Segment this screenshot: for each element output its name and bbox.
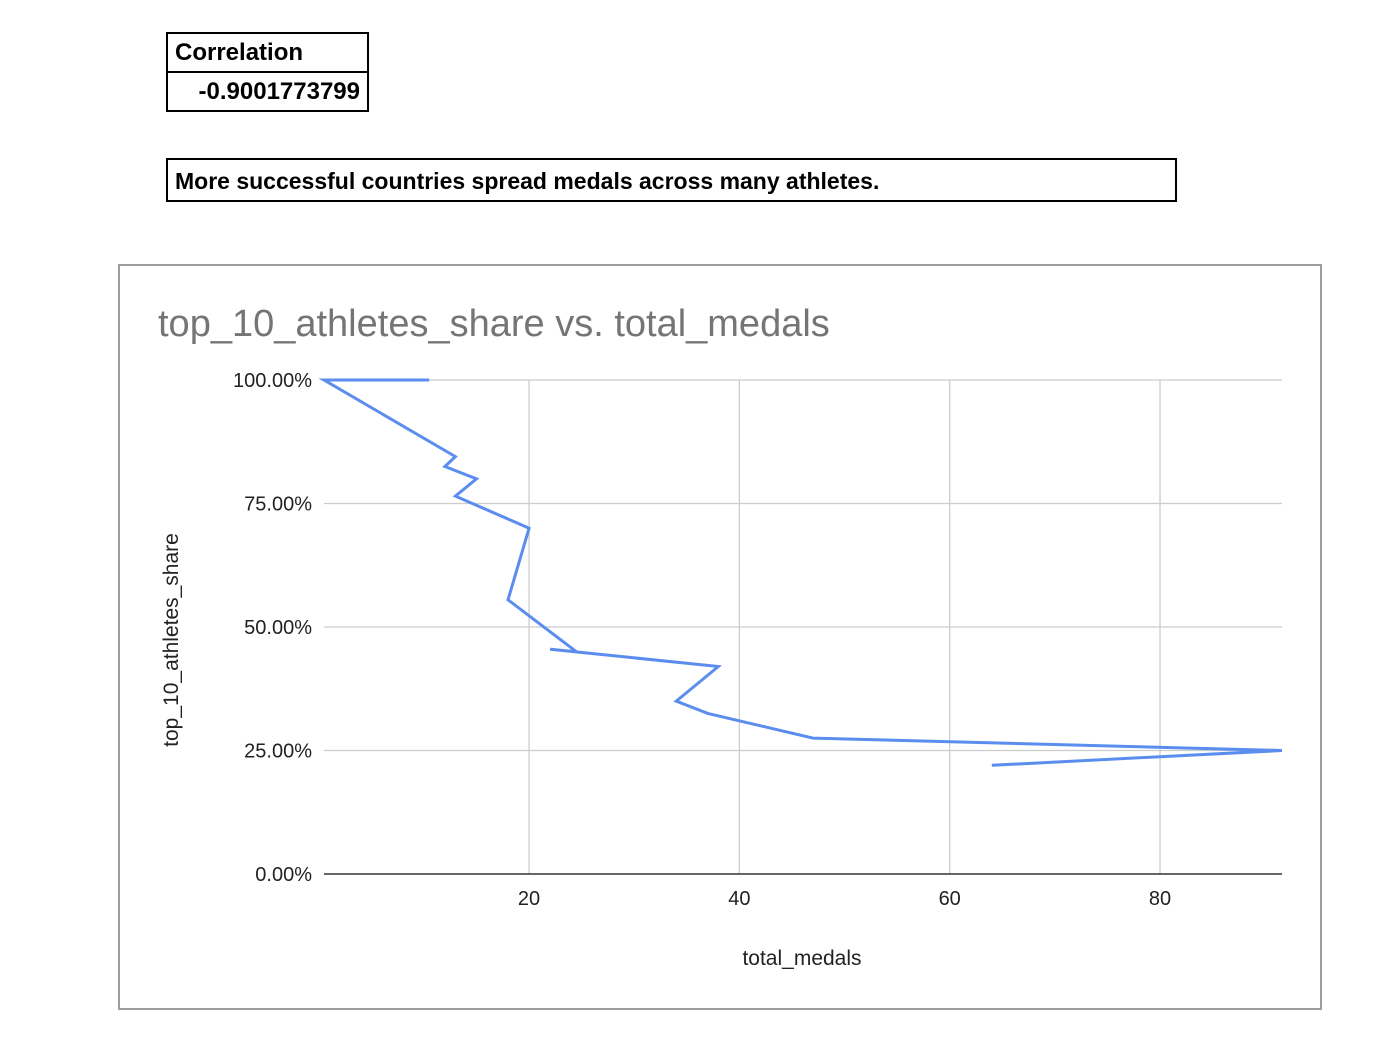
x-tick-label: 20 <box>518 888 540 910</box>
chart-title: top_10_athletes_share vs. total_medals <box>158 303 830 345</box>
correlation-header: Correlation <box>166 32 369 73</box>
tick-labels: 0.00% 25.00% 50.00% 75.00% 100.00% 20 40 60 80 <box>233 370 1171 910</box>
gridlines <box>324 379 1282 874</box>
line-chart: 0.00% 25.00% 50.00% 75.00% 100.00% 20 40 60 80 t… <box>158 303 1283 970</box>
y-tick-label: 0.00% <box>255 864 312 886</box>
x-tick-label: 40 <box>728 888 750 910</box>
y-tick-label: 25.00% <box>244 741 312 763</box>
x-tick-label: 80 <box>1149 888 1171 910</box>
series-lines <box>318 378 1283 767</box>
y-tick-label: 50.00% <box>244 617 312 639</box>
correlation-header-row: Correlation <box>166 32 369 73</box>
y-axis-title: top_10_athletes_share <box>160 533 183 747</box>
chart-container: 0.00% 25.00% 50.00% 75.00% 100.00% 20 40 60 80 t… <box>118 264 1322 1010</box>
x-tick-label: 60 <box>939 888 961 910</box>
correlation-table: Correlation -0.9001773799 <box>166 32 369 112</box>
y-tick-label: 100.00% <box>233 370 312 392</box>
correlation-value: -0.9001773799 <box>166 71 369 112</box>
correlation-value-row: -0.9001773799 <box>166 71 369 112</box>
series-line <box>318 378 1283 767</box>
y-tick-label: 75.00% <box>244 494 312 516</box>
x-axis-title: total_medals <box>742 947 861 970</box>
conclusion-text: More successful countries spread medals … <box>166 158 1177 202</box>
